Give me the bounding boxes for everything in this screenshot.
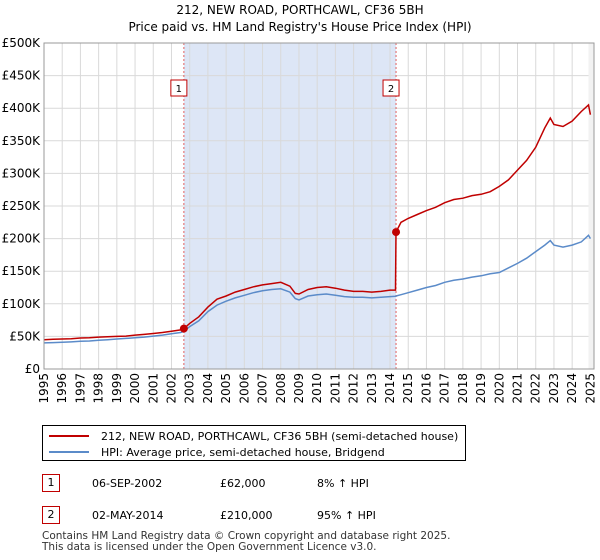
x-tick-label: 2023 [547, 373, 561, 404]
transaction-point-2 [392, 228, 401, 237]
x-tick-label: 2009 [292, 373, 306, 404]
x-tick-label: 2000 [128, 373, 142, 404]
x-tick-label: 2008 [274, 373, 288, 404]
x-tick-label: 2013 [365, 373, 379, 404]
y-tick-label: £500K [2, 36, 42, 50]
transaction-marker-box-1 [170, 79, 188, 97]
x-tick-label: 2001 [146, 373, 160, 404]
x-tick-label: 1995 [37, 373, 51, 404]
transaction-hpi-2: 95% ↑ HPI [317, 509, 376, 522]
x-tick-label: 2004 [201, 373, 215, 404]
transaction-row-2: 2 02-MAY-2014 £210,000 95% ↑ HPI [42, 506, 462, 526]
y-tick-label: £350K [2, 134, 42, 148]
x-tick-label: 1997 [73, 373, 87, 404]
y-tick-label: £200K [2, 232, 42, 246]
transaction-date-1: 06-SEP-2002 [92, 477, 163, 490]
legend: 212, NEW ROAD, PORTHCAWL, CF36 5BH (semi… [42, 425, 466, 461]
x-tick-label: 2017 [438, 373, 452, 404]
legend-swatch-property [49, 435, 89, 437]
forecast-hatch [588, 43, 594, 369]
x-tick-label: 2019 [474, 373, 488, 404]
x-tick-label: 2005 [219, 373, 233, 404]
y-tick-label: £0 [25, 362, 40, 376]
x-tick-label: 2025 [583, 373, 597, 404]
x-tick-label: 2022 [529, 373, 543, 404]
legend-label-hpi: HPI: Average price, semi-detached house,… [101, 445, 385, 459]
x-tick-label: 1998 [92, 373, 106, 404]
property-line [43, 103, 592, 341]
x-tick-label: 2003 [183, 373, 197, 404]
plot-frame [43, 42, 595, 370]
x-tick-label: 2016 [419, 373, 433, 404]
x-tick-label: 2014 [383, 373, 397, 404]
transaction-marker-box-2 [382, 79, 400, 97]
x-tick-label: 2020 [492, 373, 506, 404]
x-tick-label: 2007 [256, 373, 270, 404]
legend-item-property: 212, NEW ROAD, PORTHCAWL, CF36 5BH (semi… [49, 428, 458, 444]
transaction-marker-label-1: 1 [176, 84, 182, 95]
y-tick-label: £150K [2, 264, 42, 278]
y-tick-label: £450K [2, 69, 42, 83]
x-tick-label: 2012 [347, 373, 361, 404]
y-tick-label: £400K [2, 101, 42, 115]
x-tick-label: 2011 [328, 373, 342, 404]
footer-line-2: This data is licensed under the Open Gov… [42, 541, 377, 553]
y-tick-label: £100K [2, 297, 42, 311]
x-tick-label: 2002 [164, 373, 178, 404]
transaction-price-2: £210,000 [220, 509, 273, 522]
transaction-hpi-1: 8% ↑ HPI [317, 477, 369, 490]
x-tick-label: 1999 [110, 373, 124, 404]
x-tick-label: 2010 [310, 373, 324, 404]
footer-attribution: Contains HM Land Registry data © Crown c… [42, 531, 450, 553]
y-tick-label: £50K [9, 329, 41, 343]
y-tick-label: £300K [2, 166, 42, 180]
x-tick-label: 2006 [237, 373, 251, 404]
legend-swatch-hpi [49, 451, 89, 453]
transaction-point-1 [179, 324, 188, 333]
chart-subtitle: Price paid vs. HM Land Registry's House … [128, 20, 471, 34]
footer-line-1: Contains HM Land Registry data © Crown c… [42, 530, 451, 542]
transaction-badge-2: 2 [42, 506, 60, 524]
x-tick-label: 2024 [565, 373, 579, 404]
hpi-line [43, 234, 592, 344]
x-tick-label: 2021 [511, 373, 525, 404]
transaction-badge-1: 1 [42, 474, 60, 492]
legend-label-property: 212, NEW ROAD, PORTHCAWL, CF36 5BH (semi… [101, 429, 459, 443]
transaction-price-1: £62,000 [220, 477, 266, 490]
x-tick-label: 1996 [55, 373, 69, 404]
legend-item-hpi: HPI: Average price, semi-detached house,… [49, 444, 385, 460]
transaction-date-2: 02-MAY-2014 [92, 509, 164, 522]
y-tick-label: £250K [2, 199, 42, 213]
price-chart: 212, NEW ROAD, PORTHCAWL, CF36 5BH Price… [2, 3, 598, 404]
x-tick-label: 2018 [456, 373, 470, 404]
x-tick-label: 2015 [401, 373, 415, 404]
transaction-row-1: 1 06-SEP-2002 £62,000 8% ↑ HPI [42, 474, 462, 494]
transaction-marker-label-2: 2 [388, 84, 394, 95]
chart-title: 212, NEW ROAD, PORTHCAWL, CF36 5BH [176, 3, 423, 17]
